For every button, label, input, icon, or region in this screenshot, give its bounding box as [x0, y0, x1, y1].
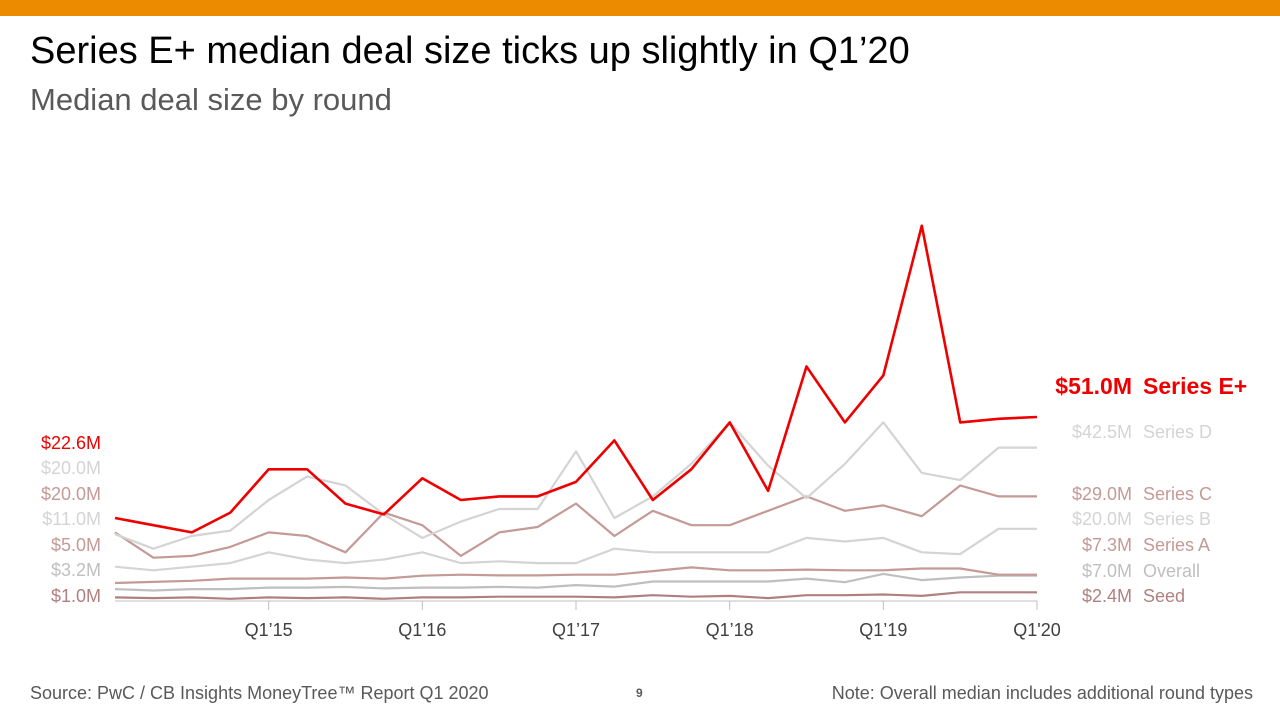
- series-name-label: Series D: [1143, 422, 1212, 442]
- series-name-label: Series A: [1143, 535, 1210, 555]
- accent-bar: [0, 0, 1280, 16]
- start-value-label: $20.0M: [41, 458, 101, 478]
- x-tick-label: Q1’19: [859, 620, 907, 640]
- x-tick-label: Q1'20: [1013, 620, 1060, 640]
- series-line-series-d: [114, 421, 1037, 550]
- page-title: Series E+ median deal size ticks up slig…: [30, 30, 910, 72]
- source-note: Source: PwC / CB Insights MoneyTree™ Rep…: [30, 683, 489, 703]
- series-name-label: Series E+: [1143, 373, 1247, 399]
- series-line-series-e: [114, 224, 1038, 534]
- end-value-label: $51.0M: [1055, 373, 1132, 399]
- x-tick-label: Q1’15: [245, 620, 293, 640]
- end-value-label: $2.4M: [1082, 586, 1132, 606]
- x-tick-label: Q1’18: [706, 620, 754, 640]
- series-name-label: Series C: [1143, 484, 1212, 504]
- series-line-seed: [114, 591, 1037, 600]
- series-line-series-c: [114, 484, 1037, 559]
- end-value-label: $42.5M: [1072, 422, 1132, 442]
- x-tick-label: Q1’16: [398, 620, 446, 640]
- start-value-label: $20.0M: [41, 484, 101, 504]
- end-value-label: $7.0M: [1082, 561, 1132, 581]
- series-name-label: Overall: [1143, 561, 1200, 581]
- footnote: Note: Overall median includes additional…: [831, 683, 1253, 703]
- start-value-label: $11.0M: [42, 509, 101, 529]
- start-value-label: $1.0M: [51, 586, 101, 606]
- start-value-label: $3.2M: [51, 560, 101, 580]
- series-name-label: Seed: [1143, 586, 1185, 606]
- end-value-label: $20.0M: [1072, 509, 1132, 529]
- series-line-series-a: [114, 566, 1037, 585]
- x-tick-label: Q1’17: [552, 620, 600, 640]
- series-name-label: Series B: [1143, 509, 1211, 529]
- start-value-label: $5.0M: [51, 535, 101, 555]
- end-value-label: $29.0M: [1072, 484, 1132, 504]
- series-line-series-b: [114, 527, 1037, 572]
- chart-subtitle: Median deal size by round: [30, 82, 392, 117]
- series-line-overall: [114, 572, 1037, 592]
- end-value-label: $7.3M: [1082, 535, 1132, 555]
- start-value-label: $22.6M: [41, 433, 101, 453]
- page-number: 9: [636, 686, 643, 700]
